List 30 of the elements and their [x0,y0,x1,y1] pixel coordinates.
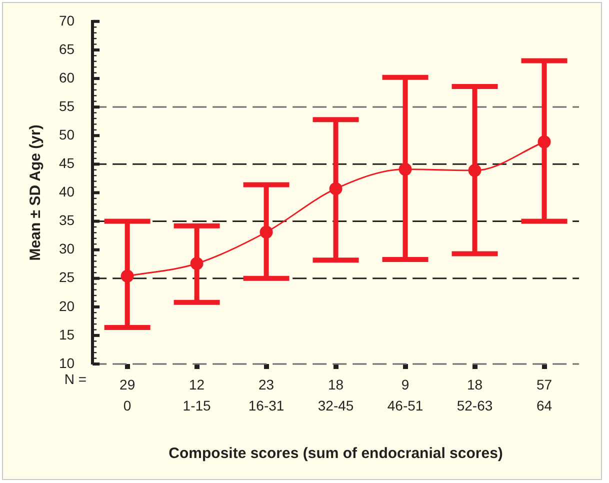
x-tick-label: 12 1-15 [182,376,212,414]
x-axis-title: Composite scores (sum of endocranial scores) [168,445,503,462]
y-tick-label: 45 [58,155,75,172]
y-tick-label: 25 [58,269,75,286]
y-tick-label: 15 [58,326,75,342]
point [190,257,204,270]
y-tick-label: 40 [58,184,75,200]
x-tick-label: 9 46-51 [387,376,424,414]
y-tick-label: 60 [58,69,75,86]
x-tick-label: 18 32-45 [318,376,354,414]
x-tick-label: 18 52-63 [456,376,493,414]
point [120,270,134,283]
y-tick-label: 30 [58,240,75,257]
y-tick-label: 50 [58,126,75,142]
x-tick-label: 57 64 [536,376,552,414]
y-tick-label: 20 [58,298,75,314]
y-tick-label: 70 [58,12,75,28]
x-tick-label: 23 16-31 [248,376,284,414]
point [538,135,551,148]
y-tick-label: 55 [58,98,75,114]
y-tick-label: 35 [58,212,75,228]
text: N = [64,370,87,387]
y-axis-title: Mean ± SD Age (yr) [27,124,44,261]
y-tick-label: 65 [58,40,75,57]
point [260,226,273,239]
point [329,182,342,196]
x-tick-label: 29 0 [120,376,136,414]
point [468,164,482,177]
y-tick-label: 10 [58,354,75,371]
point [398,162,412,176]
